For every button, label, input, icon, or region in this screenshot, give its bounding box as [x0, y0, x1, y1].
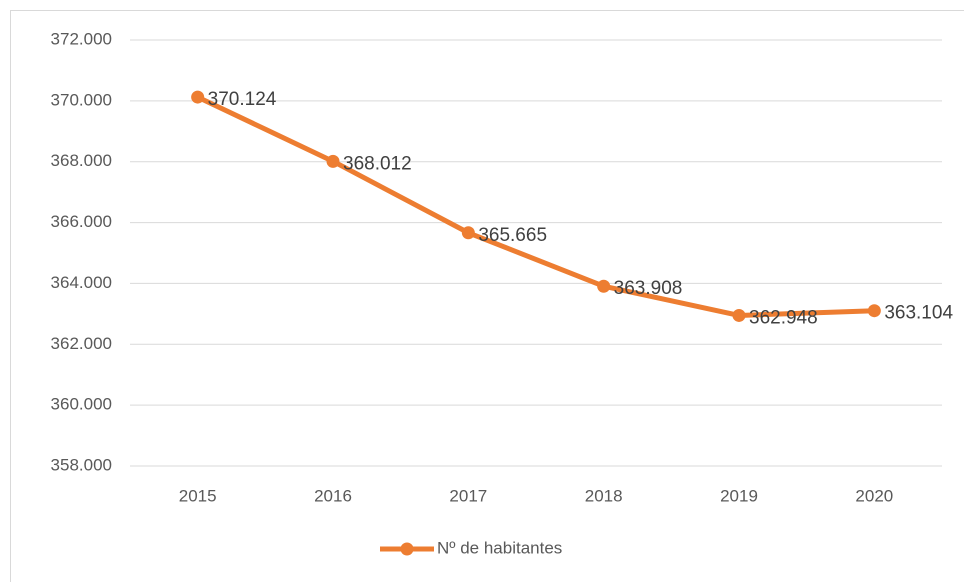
data-point	[597, 280, 610, 293]
y-tick-label: 362.000	[51, 334, 112, 353]
legend-label: Nº de habitantes	[437, 538, 562, 557]
data-point	[462, 226, 475, 239]
data-label: 365.665	[478, 225, 547, 246]
data-point	[868, 304, 881, 317]
chart-frame	[11, 11, 964, 583]
data-point	[327, 155, 340, 168]
x-tick-label: 2019	[720, 486, 758, 505]
x-tick-label: 2016	[314, 486, 352, 505]
legend-marker	[401, 543, 414, 556]
data-label: 363.908	[614, 278, 683, 299]
data-point	[191, 91, 204, 104]
y-tick-label: 370.000	[51, 90, 112, 109]
x-tick-label: 2015	[179, 486, 217, 505]
y-tick-label: 364.000	[51, 273, 112, 292]
x-tick-label: 2017	[449, 486, 487, 505]
data-point	[733, 309, 746, 322]
x-tick-label: 2020	[855, 486, 893, 505]
y-tick-label: 368.000	[51, 151, 112, 170]
y-tick-label: 372.000	[51, 29, 112, 48]
y-tick-label: 360.000	[51, 395, 112, 414]
y-tick-label: 366.000	[51, 212, 112, 231]
x-tick-label: 2018	[585, 486, 623, 505]
y-tick-label: 358.000	[51, 455, 112, 474]
data-label: 370.124	[208, 89, 277, 110]
data-label: 363.104	[884, 303, 953, 324]
data-label: 362.948	[749, 307, 818, 328]
data-label: 368.012	[343, 153, 412, 174]
